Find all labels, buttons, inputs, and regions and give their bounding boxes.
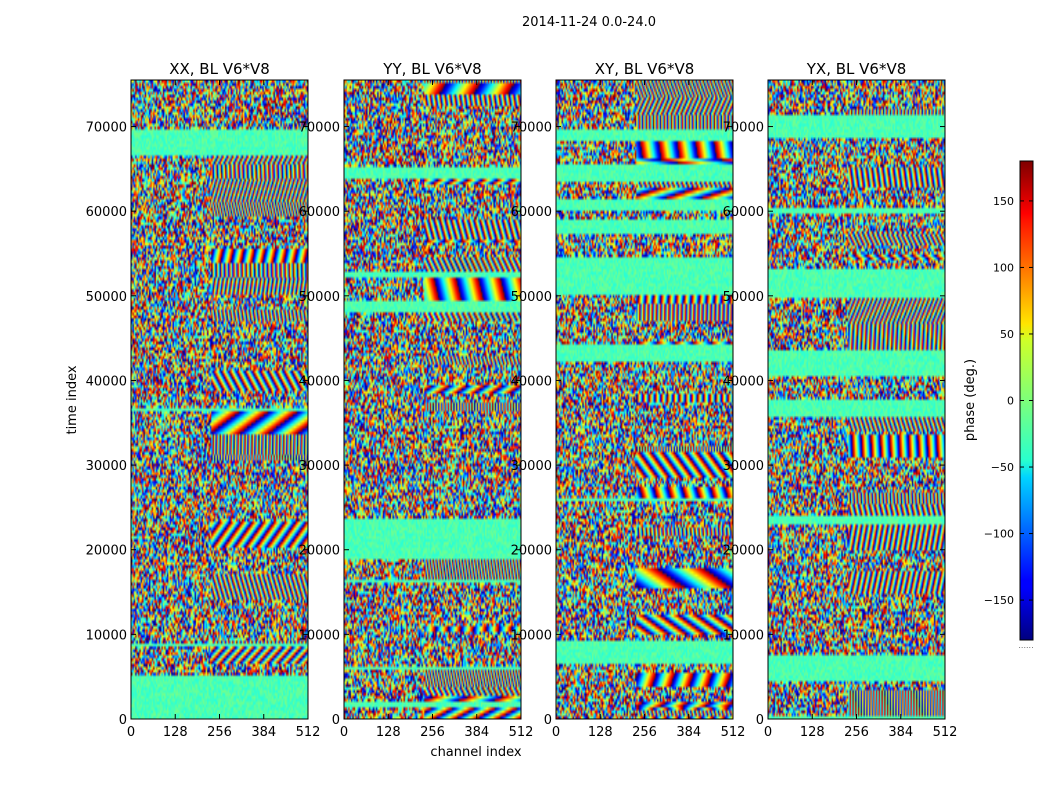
x-tick-label: 256 — [632, 725, 657, 740]
y-tick-label: 10000 — [299, 628, 340, 643]
colorbar-tick-label: 150 — [993, 195, 1014, 208]
x-tick-label: 384 — [251, 725, 276, 740]
x-tick-label: 256 — [420, 725, 445, 740]
colorbar-ticks: −150 −100 −50 0 50 100 150 — [984, 195, 1033, 607]
x-tick-label: 512 — [721, 725, 746, 740]
figure-suptitle: 2014-11-24 0.0-24.0 — [522, 15, 656, 30]
x-tick-label: 0 — [552, 725, 560, 740]
y-tick-label: 50000 — [86, 290, 127, 305]
colorbar-label: phase (deg.) — [963, 359, 978, 441]
x-tick-label: 128 — [588, 725, 613, 740]
y-tick-label: 0 — [756, 713, 764, 728]
y-tick-label: 60000 — [511, 205, 552, 220]
x-tick-label: 0 — [340, 725, 348, 740]
y-tick-label: 60000 — [86, 205, 127, 220]
x-tick-label: 512 — [509, 725, 534, 740]
y-tick-label: 60000 — [723, 205, 764, 220]
y-tick-label: 0 — [119, 713, 127, 728]
y-tick-label: 70000 — [299, 121, 340, 136]
phase-heatmap-image — [768, 80, 945, 719]
x-tick-label: 512 — [933, 725, 958, 740]
y-tick-label: 20000 — [511, 544, 552, 559]
x-tick-label: 256 — [207, 725, 232, 740]
x-axis-label: channel index — [430, 745, 521, 760]
panel-title: XY, BL V6*V8 — [595, 60, 695, 78]
y-tick-label: 10000 — [86, 628, 127, 643]
x-tick-label: 128 — [800, 725, 825, 740]
heatmap-panel-2: YY, BL V6*V8 0 128 256 384 512 0 10000 20000 3000… — [299, 60, 534, 740]
y-tick-label: 70000 — [723, 121, 764, 136]
y-tick-label: 10000 — [511, 628, 552, 643]
heatmap-panel-4: YX, BL V6*V8 0 128 256 384 512 0 10000 20000 3000… — [723, 60, 958, 740]
y-tick-label: 20000 — [723, 544, 764, 559]
heatmap-panel-3: XY, BL V6*V8 0 128 256 384 512 0 10000 20000 3000… — [511, 60, 746, 740]
y-tick-label: 50000 — [511, 290, 552, 305]
y-tick-label: 30000 — [86, 459, 127, 474]
colorbar-tick-label: −100 — [984, 528, 1014, 541]
y-axis-label: time index — [65, 365, 80, 434]
colorbar-tick-label: −50 — [991, 461, 1014, 474]
y-tick-label: 50000 — [723, 290, 764, 305]
y-tick-label: 20000 — [86, 544, 127, 559]
heatmap-panel-1: XX, BL V6*V8 0 128 256 384 512 0 10000 20000 3000… — [86, 60, 321, 740]
colorbar-footer: ...... — [1018, 641, 1033, 650]
x-tick-label: 384 — [464, 725, 489, 740]
x-tick-label: 0 — [127, 725, 135, 740]
panel-title: XX, BL V6*V8 — [169, 60, 270, 78]
y-tick-label: 0 — [544, 713, 552, 728]
phase-heatmap-image — [556, 80, 733, 719]
y-tick-label: 70000 — [86, 121, 127, 136]
panel-title: YY, BL V6*V8 — [382, 60, 481, 78]
x-tick-label: 128 — [376, 725, 401, 740]
colorbar-tick-label: 0 — [1007, 395, 1014, 408]
phase-heatmap-image — [131, 80, 308, 719]
y-tick-label: 30000 — [723, 459, 764, 474]
y-tick-label: 40000 — [511, 374, 552, 389]
y-tick-label: 40000 — [86, 374, 127, 389]
phase-heatmap-image — [344, 80, 521, 719]
y-tick-label: 70000 — [511, 121, 552, 136]
x-tick-label: 384 — [888, 725, 913, 740]
y-tick-label: 60000 — [299, 205, 340, 220]
panel-title: YX, BL V6*V8 — [806, 60, 907, 78]
heatmap-panels: XX, BL V6*V8 0 128 256 384 512 0 10000 20000 3000… — [86, 60, 958, 740]
x-tick-label: 128 — [163, 725, 188, 740]
colorbar-tick-label: −150 — [984, 594, 1014, 607]
x-tick-label: 0 — [764, 725, 772, 740]
x-tick-label: 384 — [676, 725, 701, 740]
y-tick-label: 40000 — [299, 374, 340, 389]
y-tick-label: 30000 — [511, 459, 552, 474]
y-tick-label: 50000 — [299, 290, 340, 305]
colorbar-tick-label: 100 — [993, 261, 1014, 274]
y-tick-label: 40000 — [723, 374, 764, 389]
y-tick-label: 30000 — [299, 459, 340, 474]
y-tick-label: 0 — [332, 713, 340, 728]
y-tick-label: 20000 — [299, 544, 340, 559]
x-tick-label: 512 — [296, 725, 321, 740]
colorbar: −150 −100 −50 0 50 100 150 phase (deg.) ...... — [963, 160, 1034, 650]
colorbar-tick-label: 50 — [1000, 328, 1014, 341]
x-tick-label: 256 — [844, 725, 869, 740]
y-tick-label: 10000 — [723, 628, 764, 643]
